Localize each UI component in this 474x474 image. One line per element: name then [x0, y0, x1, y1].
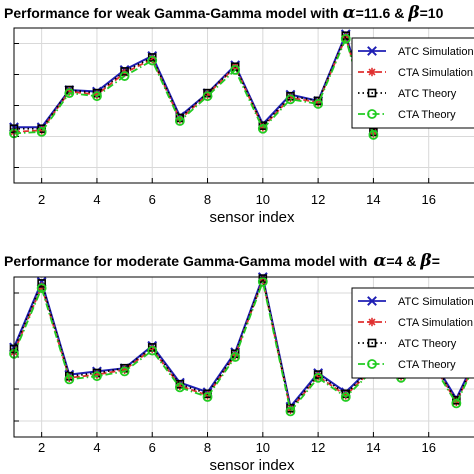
data-point [451, 398, 462, 409]
legend-box [351, 37, 474, 129]
data-point [230, 352, 241, 362]
chart-top-axes-frame [13, 27, 474, 184]
x-tick-label: 14 [366, 192, 380, 207]
data-point [36, 283, 47, 294]
legend-marker [367, 109, 377, 119]
x-tick-label: 4 [93, 440, 100, 455]
data-point [340, 33, 351, 44]
data-point [147, 55, 158, 66]
chart-top-legend: ATC Simulation CTA Simulation ATC Theory CT… [351, 37, 474, 129]
legend-item: CTA Theory [358, 109, 456, 121]
x-tick-label: 10 [256, 440, 270, 455]
legend-label: ATC Theory [398, 88, 457, 100]
chart-bottom-xticks: 24681012141618 [38, 432, 436, 455]
data-point [313, 99, 324, 109]
data-point [36, 126, 47, 137]
data-point [257, 276, 268, 287]
x-tick-label: 10 [256, 192, 270, 207]
chart-bottom-alpha-value: =4 & [386, 253, 416, 269]
data-point [368, 130, 379, 140]
legend-marker [367, 67, 377, 77]
legend-item: ATC Simulation [358, 296, 474, 308]
chart-top-title-text: Performance for weak Gamma-Gamma model w… [4, 5, 339, 21]
chart-top-xticks: 24681012141618 [38, 178, 436, 207]
chart-bottom-xlabel: sensor index [209, 457, 295, 474]
legend-label: ATC Simulation [398, 46, 474, 58]
chart-bottom-legend: ATC Simulation CTA Simulation ATC Theory CT… [351, 287, 474, 379]
data-point [174, 116, 185, 126]
data-point [119, 366, 130, 377]
chart-top-alpha-value: =11.6 & [356, 5, 405, 21]
legend-label: CTA Simulation [398, 67, 473, 79]
data-point [285, 94, 296, 105]
x-tick-label: 6 [149, 440, 156, 455]
legend-marker [367, 317, 377, 327]
legend-box [351, 287, 474, 379]
legend-item: CTA Simulation [358, 67, 473, 79]
chart-bottom-beta-symbol: β [419, 251, 431, 271]
x-tick-label: 2 [38, 440, 45, 455]
x-tick-label: 4 [93, 192, 100, 207]
legend-item: ATC Simulation [358, 46, 474, 58]
legend-label: ATC Simulation [398, 296, 474, 308]
data-point [37, 279, 46, 288]
data-point [92, 91, 102, 102]
x-tick-label: 16 [421, 440, 435, 455]
legend-marker [367, 359, 377, 369]
chart-top: Performance for weak Gamma-Gamma model w… [4, 3, 474, 226]
legend-item: CTA Theory [358, 359, 456, 371]
data-point [119, 71, 130, 81]
data-point [202, 392, 213, 402]
chart-bottom-title: Performance for moderate Gamma-Gamma mod… [4, 251, 440, 271]
data-point [64, 374, 75, 385]
series-line [13, 34, 474, 136]
x-tick-label: 12 [311, 192, 325, 207]
legend-marker [367, 338, 377, 348]
x-tick-label: 2 [38, 192, 45, 207]
chart-bottom-title-text: Performance for moderate Gamma-Gamma mod… [4, 253, 367, 269]
data-point [230, 64, 241, 75]
x-tick-label: 14 [366, 440, 380, 455]
data-point [92, 371, 102, 382]
data-point [147, 345, 158, 356]
x-tick-label: 12 [311, 440, 325, 455]
x-tick-label: 16 [421, 192, 435, 207]
legend-item: ATC Theory [358, 88, 457, 100]
data-point [285, 406, 296, 417]
chart-bottom-alpha-symbol: α [373, 251, 386, 271]
legend-label: CTA Theory [398, 109, 456, 121]
legend-item: ATC Theory [358, 338, 457, 350]
chart-bottom-beta-value: = [432, 253, 440, 269]
chart-top-alpha-symbol: α [343, 3, 356, 23]
data-point [120, 67, 129, 76]
chart-top-beta-symbol: β [407, 3, 419, 23]
x-tick-label: 6 [149, 192, 156, 207]
x-tick-label: 8 [204, 192, 211, 207]
legend-label: CTA Simulation [398, 317, 473, 329]
legend-marker [367, 88, 377, 98]
data-point [340, 392, 351, 402]
legend-marker [367, 46, 377, 56]
legend-marker [367, 296, 377, 306]
chart-bottom-axes-frame [13, 276, 474, 438]
data-point [257, 123, 268, 134]
chart-top-title: Performance for weak Gamma-Gamma model w… [4, 3, 444, 23]
legend-item: CTA Simulation [358, 317, 473, 329]
data-point [313, 372, 324, 383]
legend-label: ATC Theory [398, 338, 457, 350]
x-tick-label: 8 [204, 440, 211, 455]
chart-bottom: Performance for moderate Gamma-Gamma mod… [4, 251, 474, 474]
data-point [174, 382, 185, 393]
legend-label: CTA Theory [398, 359, 456, 371]
chart-top-xlabel: sensor index [209, 209, 295, 226]
chart-top-beta-value: =10 [420, 5, 444, 21]
data-point [64, 88, 75, 98]
data-point [202, 91, 213, 102]
